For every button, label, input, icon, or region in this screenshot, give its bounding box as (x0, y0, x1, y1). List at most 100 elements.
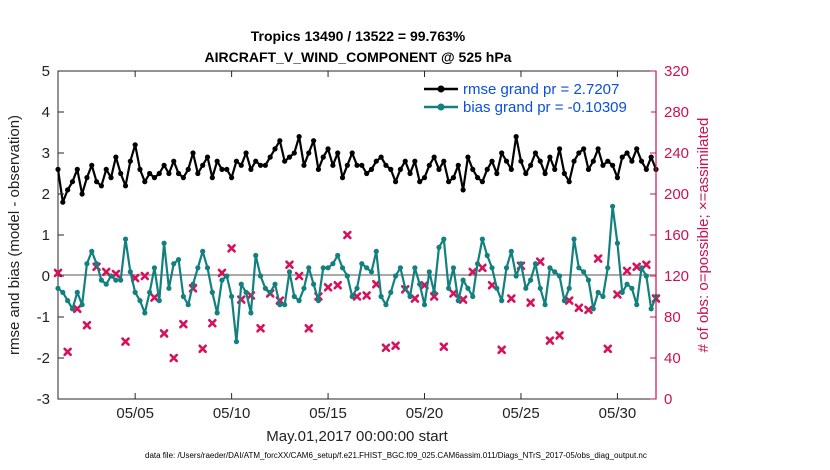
bias-point (638, 265, 645, 271)
bias-point (214, 310, 220, 316)
rmse-point (349, 150, 355, 156)
rmse-point (142, 179, 148, 185)
x-tick-label: 05/15 (309, 405, 347, 422)
bias-point (233, 339, 240, 345)
rmse-point (479, 179, 485, 185)
rmse-point (171, 158, 177, 164)
rmse-point (315, 166, 322, 172)
obs-count-marker (198, 344, 207, 354)
obs-count-marker (371, 279, 381, 289)
bias-point (460, 277, 466, 283)
bias-point (484, 252, 490, 259)
bias-point (455, 298, 461, 304)
y-tick-label: 5 (42, 63, 50, 80)
y-right-tick-label: 120 (664, 268, 689, 285)
x-axis: 05/05 05/10 05/15 05/20 05/25 05/30 (116, 71, 636, 422)
rmse-point (301, 162, 307, 168)
bias-point (103, 281, 109, 287)
obs-count-marker (304, 323, 314, 333)
rmse-point (277, 138, 283, 144)
rmse-point (253, 158, 259, 164)
rmse-point (354, 162, 360, 168)
rmse-point (185, 166, 191, 172)
bias-point (508, 248, 514, 254)
rmse-point (465, 154, 471, 160)
obs-count-marker (121, 337, 130, 346)
rmse-point (489, 158, 495, 164)
obs-count-marker (72, 304, 82, 314)
obs-count-marker (256, 323, 265, 333)
rmse-point (204, 154, 211, 160)
rmse-point (547, 154, 553, 160)
rmse-point (576, 150, 582, 156)
obs-count-marker (140, 271, 150, 281)
obs-count-marker (429, 292, 439, 301)
rmse-point (282, 158, 288, 164)
x-tick-label: 05/10 (213, 405, 251, 422)
bias-point (397, 265, 403, 271)
bias-point (643, 273, 649, 279)
bias-point (610, 203, 616, 209)
rmse-point (388, 166, 394, 172)
bias-point (388, 289, 394, 295)
rmse-point (474, 175, 481, 181)
legend-rmse-marker (437, 85, 445, 93)
legend: rmse grand pr = 2.7207 bias grand pr = -… (420, 78, 651, 117)
bias-point (359, 261, 365, 267)
bias-point (267, 289, 273, 295)
obs-count-marker (294, 271, 304, 281)
bias-point (392, 273, 399, 279)
y-axis-right: 0 40 80 120 160 200 240 280 320 (650, 63, 689, 408)
rmse-point (595, 146, 601, 152)
rmse-point (552, 166, 558, 172)
bias-point (127, 269, 133, 275)
bias-point (368, 269, 375, 275)
y-axis-left: -3 -2 -1 0 1 2 3 4 5 (37, 63, 64, 408)
rmse-point (528, 162, 534, 168)
rmse-point (238, 162, 244, 168)
rmse-point (190, 150, 196, 156)
rmse-point (446, 179, 452, 185)
bias-point (619, 289, 625, 295)
bias-point (402, 285, 408, 291)
obs-count-marker (545, 336, 555, 345)
bias-point (556, 273, 563, 279)
rmse-point (209, 175, 215, 181)
y-right-tick-label: 160 (664, 227, 689, 244)
rmse-point (267, 154, 273, 160)
bias-point (537, 285, 543, 291)
bias-point (311, 281, 317, 287)
rmse-point (55, 166, 61, 172)
rmse-point (585, 166, 592, 172)
bias-point (648, 306, 654, 312)
rmse-point (629, 158, 635, 164)
obs-count-marker (535, 257, 545, 266)
y-right-tick-label: 0 (664, 391, 672, 408)
rmse-point (248, 166, 254, 172)
obs-count-marker (362, 291, 371, 300)
bias-point (296, 298, 302, 304)
rmse-point (397, 166, 403, 172)
y-tick-label: -2 (37, 350, 50, 367)
rmse-point (320, 154, 326, 160)
bias-point (147, 289, 153, 295)
rmse-point (98, 183, 104, 189)
bias-point (552, 269, 558, 275)
bias-point (465, 285, 471, 291)
bias-point (600, 293, 606, 300)
rmse-point (426, 162, 432, 168)
bias-point (122, 236, 129, 242)
y-axis-label: rmse and bias (model - observation) (6, 115, 23, 355)
rmse-series (55, 134, 659, 205)
obs-count-marker (285, 260, 294, 270)
x-tick-label: 05/25 (502, 405, 540, 422)
bias-point (166, 285, 172, 291)
rmse-point (470, 166, 476, 172)
chart-title: Tropics 13490 / 13522 = 99.763% (251, 28, 466, 44)
rmse-point (503, 158, 510, 164)
bias-point (412, 265, 418, 271)
bias-point (180, 293, 186, 300)
rmse-point (166, 170, 172, 177)
rmse-point (523, 170, 529, 177)
bias-point (282, 302, 288, 308)
